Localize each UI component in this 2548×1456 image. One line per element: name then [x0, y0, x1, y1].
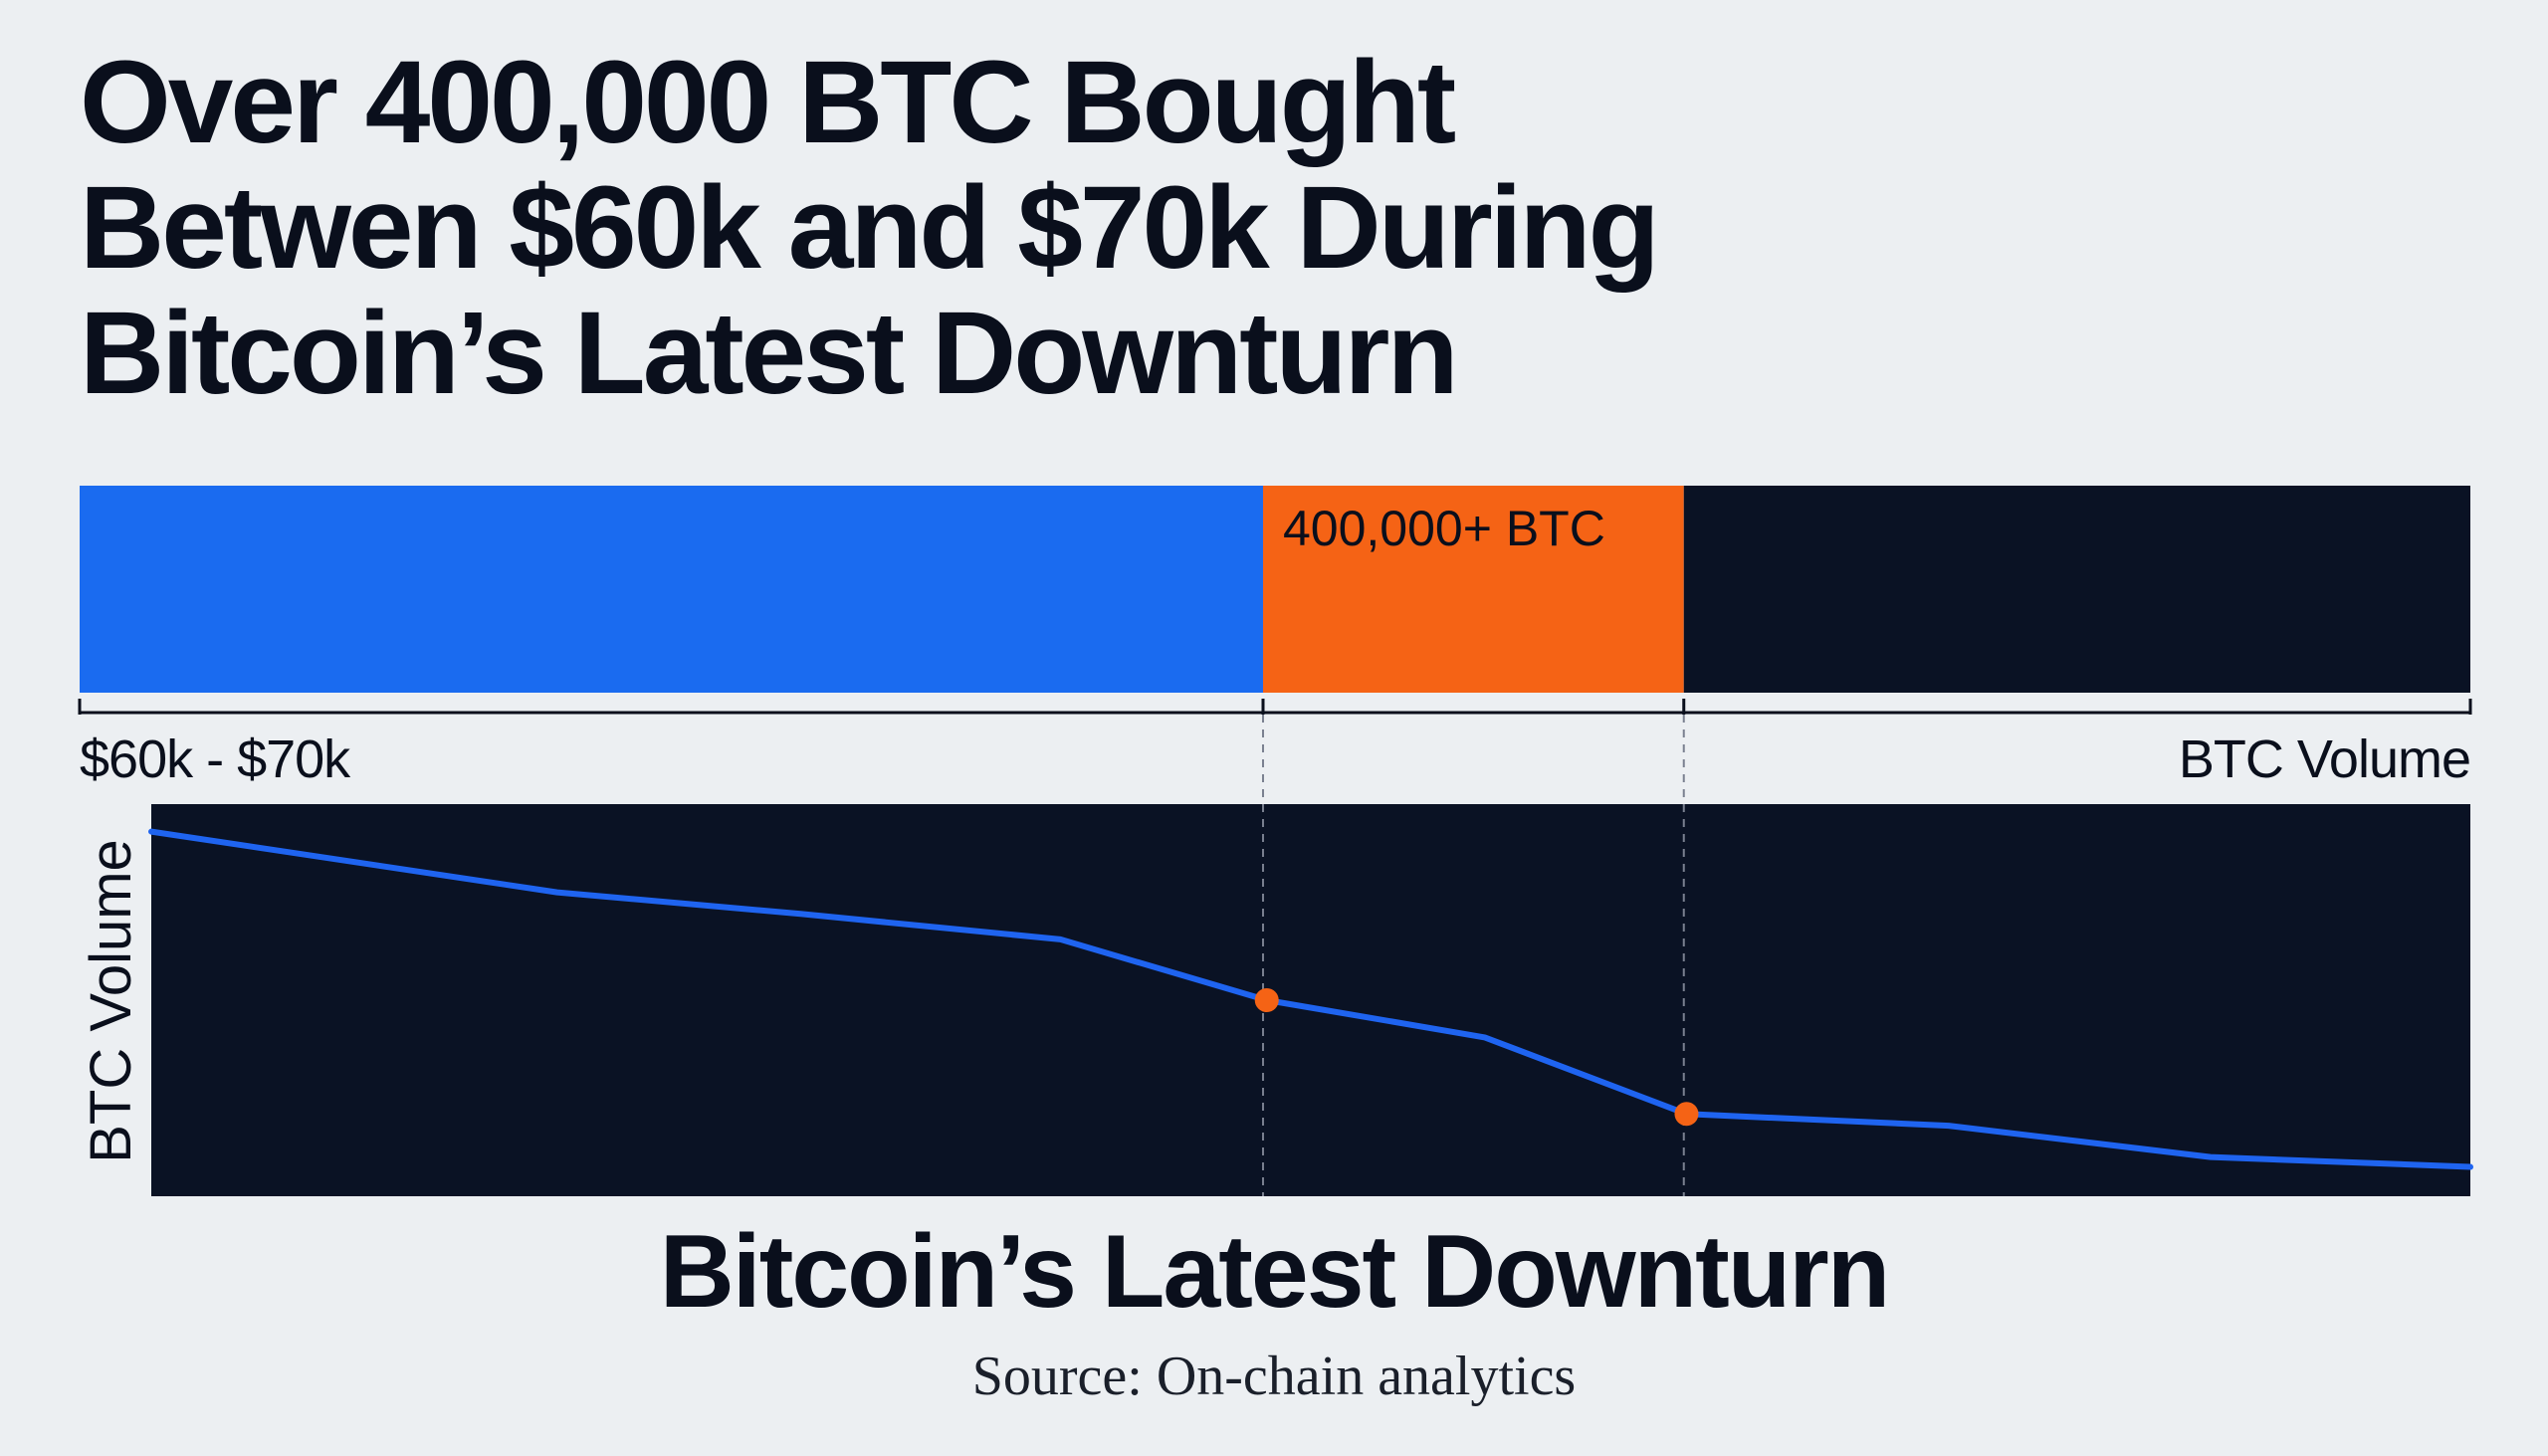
series-line — [148, 828, 2473, 1170]
line-chart-x-label: Bitcoin’s Latest Downturn — [659, 1214, 1891, 1330]
bar-segment-2 — [1262, 486, 1684, 693]
bar-segment-label: 400,000+ BTC — [1283, 501, 1605, 556]
line-series — [148, 828, 2473, 1170]
headline: Over 400,000 BTC Bought Betwen $60k and … — [80, 40, 2070, 416]
line-chart-y-label: BTC Volume — [79, 839, 143, 1163]
data-point — [1060, 938, 1061, 939]
data-point — [2470, 1166, 2471, 1167]
bar-axis — [78, 699, 2472, 715]
data-point — [556, 892, 557, 893]
bar-axis-label-left: $60k - $70k — [80, 729, 351, 789]
line-chart-panel — [151, 804, 2470, 1196]
line-chart-background — [151, 804, 2470, 1196]
data-point — [800, 914, 801, 915]
headline-line-3: Bitcoin’s Latest Downturn — [80, 288, 1459, 419]
data-point — [151, 831, 152, 832]
source-note: Source: On-chain analytics — [971, 1346, 1577, 1407]
data-point — [1948, 1126, 1949, 1127]
data-point — [2211, 1156, 2212, 1157]
highlight-point — [1674, 1102, 1699, 1127]
bar-segment-3 — [1683, 486, 2470, 693]
bar-axis-label-right: BTC Volume — [2179, 729, 2470, 789]
guide-lines — [1261, 715, 1685, 1196]
headline-line-2: Betwen $60k and $70k During — [80, 162, 1660, 294]
highlight-point — [1254, 988, 1279, 1012]
headline-line-1: Over 400,000 BTC Bought — [80, 37, 1456, 168]
data-point — [1484, 1037, 1485, 1038]
volume-bar: 400,000+ BTC — [80, 486, 2470, 693]
bar-segment-1 — [80, 486, 1263, 693]
